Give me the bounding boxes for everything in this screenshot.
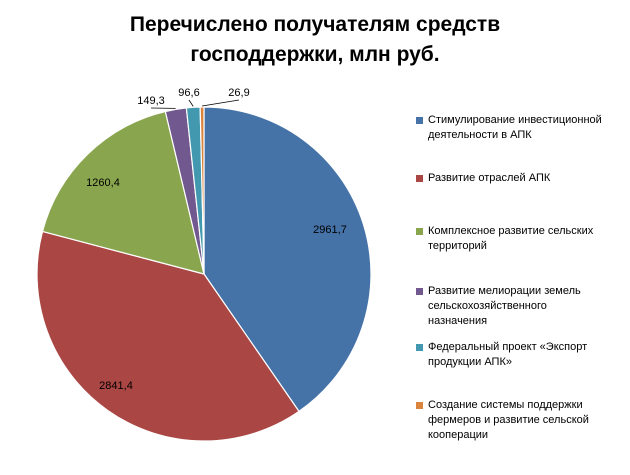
pie-slice-1 (203, 106, 372, 413)
legend-label-6: Создание системы поддержки фермеров и ра… (428, 399, 589, 441)
legend-swatch-5 (416, 344, 423, 351)
chart-title-line-1: Перечислено получателям средств (129, 13, 501, 36)
legend-label-4: Развитие мелиорации земель сельскохозяйс… (428, 285, 581, 327)
legend-label-1: Стимулирование инвестиционной деятельнос… (428, 114, 602, 141)
legend-swatch-6 (416, 402, 423, 409)
data-label-5: 96,6 (178, 87, 199, 99)
leader-line-5 (188, 99, 194, 107)
chart-title: Перечислено получателям средств господде… (0, 10, 630, 70)
leader-line-6 (201, 99, 240, 107)
data-label-3: 1260,4 (86, 177, 120, 189)
legend-label-2: Развитие отраслей АПК (428, 172, 551, 184)
pie-slice-3 (41, 110, 205, 275)
legend-label-3: Комплексное развитие сельских территорий (428, 225, 594, 252)
legend-label-5: Федеральный проект «Экспорт продукции АП… (428, 341, 588, 368)
legend-swatch-4 (416, 288, 423, 295)
pie-slice-2 (36, 230, 300, 442)
legend-swatch-2 (416, 175, 423, 182)
data-label-4: 149,3 (137, 95, 165, 107)
pie-slice-6 (199, 106, 205, 275)
legend-swatch-1 (416, 117, 423, 124)
data-label-1: 2961,7 (313, 224, 347, 236)
data-label-2: 2841,4 (99, 380, 133, 392)
chart-title-line-2: господдержки, млн руб. (190, 43, 440, 66)
data-label-6: 26,9 (228, 87, 249, 99)
legend-swatch-3 (416, 228, 423, 235)
